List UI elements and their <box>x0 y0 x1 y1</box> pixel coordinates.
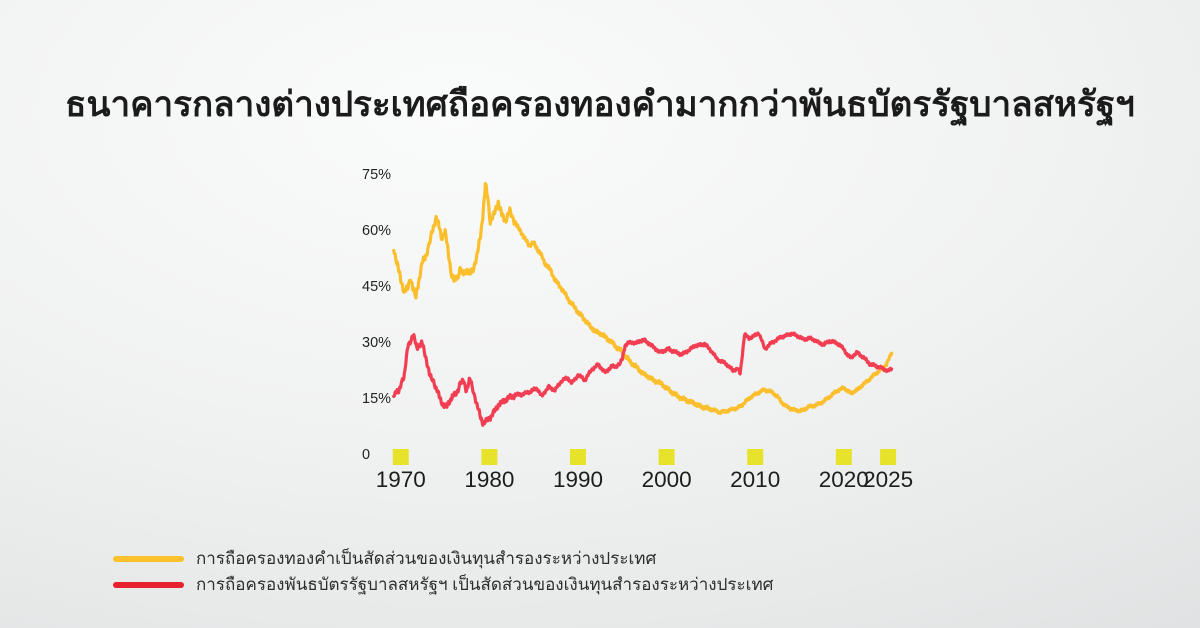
x-axis-label: 1990 <box>553 467 603 492</box>
x-axis-label: 2010 <box>730 467 780 492</box>
legend-swatch-gold <box>113 555 184 562</box>
x-axis-label: 2020 <box>819 467 869 492</box>
chart-title: ธนาคารกลางต่างประเทศถือครองทองคำมากกว่าพ… <box>65 85 1135 124</box>
legend-swatch-treasuries <box>113 581 184 588</box>
x-axis-label: 2025 <box>863 467 913 492</box>
legend-label-gold: การถือครองทองคำเป็นสัดส่วนของเงินทุนสำรอ… <box>196 549 657 568</box>
x-axis-tick <box>481 449 498 465</box>
series-line-us_treasuries <box>392 331 894 427</box>
x-axis-label: 1980 <box>464 467 514 492</box>
x-axis-tick <box>880 449 897 465</box>
x-axis-label: 1970 <box>376 467 426 492</box>
x-axis-tick <box>658 449 675 465</box>
x-axis-label: 2000 <box>642 467 692 492</box>
x-axis-tick <box>747 449 764 465</box>
chart-legend: การถือครองทองคำเป็นสัดส่วนของเงินทุนสำรอ… <box>113 547 773 596</box>
y-axis-label: 75% <box>362 167 391 183</box>
x-axis-tick <box>835 449 852 465</box>
y-axis-label: 60% <box>362 223 391 239</box>
y-axis-label: 30% <box>362 335 391 351</box>
legend-label-treasuries: การถือครองพันธบัตรรัฐบาลสหรัฐฯ เป็นสัดส่… <box>196 575 774 594</box>
series-line-gold <box>392 182 894 415</box>
legend-item-treasuries: การถือครองพันธบัตรรัฐบาลสหรัฐฯ เป็นสัดส่… <box>113 573 773 596</box>
x-axis-tick <box>570 449 586 465</box>
y-axis-label: 0 <box>362 447 370 463</box>
y-axis-label: 45% <box>362 279 391 295</box>
y-axis-label: 15% <box>362 391 391 407</box>
legend-item-gold: การถือครองทองคำเป็นสัดส่วนของเงินทุนสำรอ… <box>113 547 773 570</box>
x-axis-tick <box>392 449 409 465</box>
